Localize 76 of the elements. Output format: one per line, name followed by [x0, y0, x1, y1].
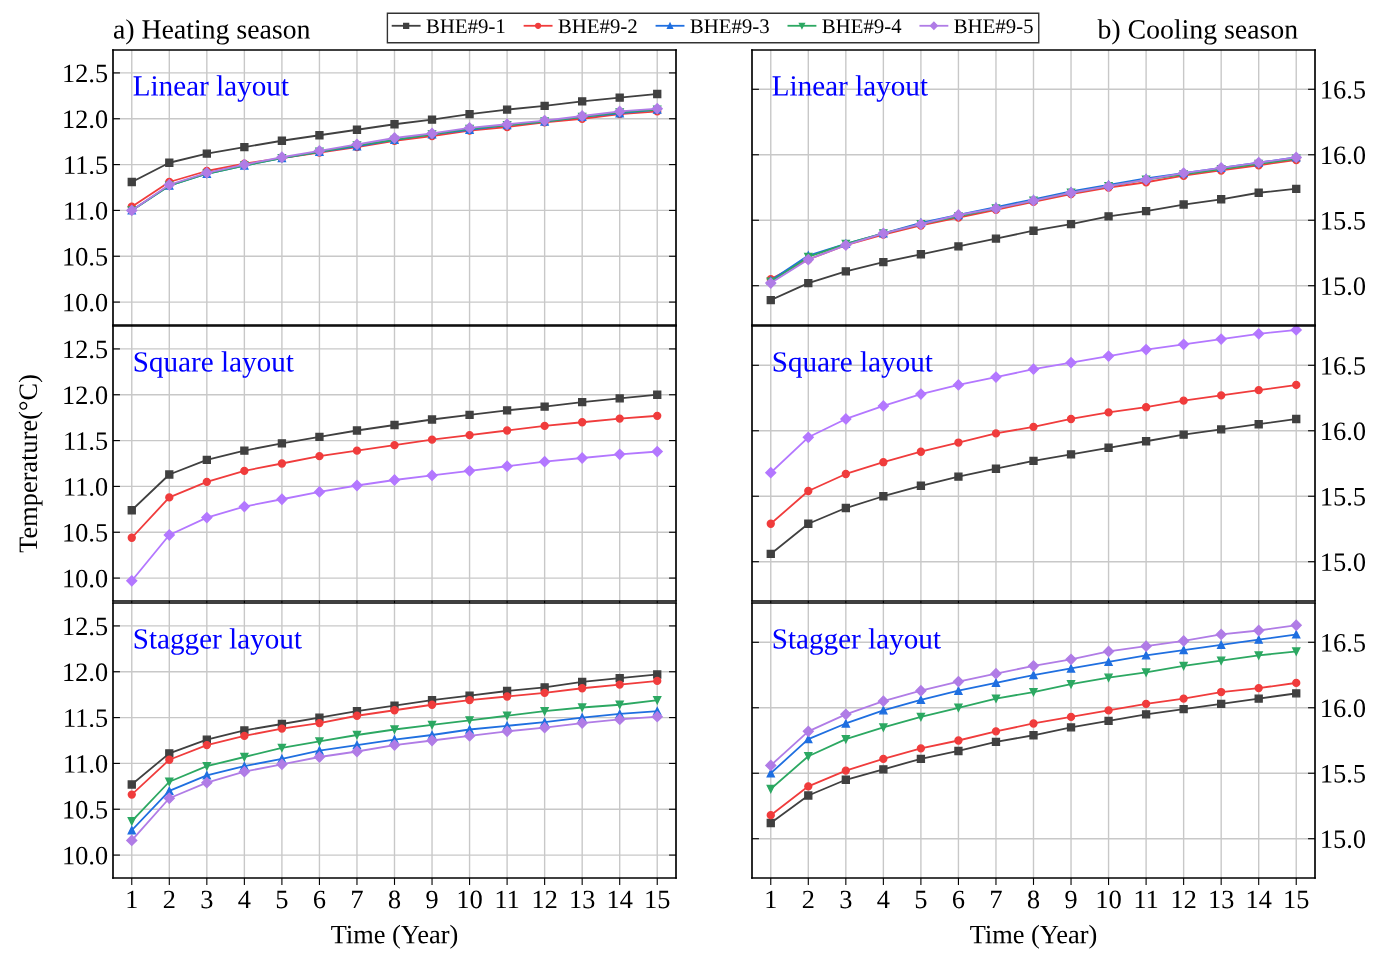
annotation: Square layout [134, 351, 294, 378]
x-tick-label: 9 [1065, 890, 1077, 909]
x-tick-label: 5 [276, 890, 288, 909]
x-tick-label: 1 [766, 890, 776, 909]
y-tick-label: 12.0 [64, 663, 108, 682]
y-tick-label: 12.0 [64, 386, 108, 405]
chart-title: b) Cooling season [1097, 19, 1298, 45]
y-tick-label: 15.5 [1322, 487, 1366, 506]
annotation: Linear layout [133, 75, 289, 102]
x-tick-label: 3 [840, 890, 852, 909]
y-tick-label: 10.0 [64, 569, 108, 588]
y-tick-label: 11.0 [65, 755, 108, 773]
y-tick-label: 10.5 [64, 800, 108, 819]
y-tick-label: 15.5 [1322, 211, 1366, 230]
x-tick-label: 15 [646, 890, 670, 909]
y-tick-label: 12.5 [64, 64, 108, 83]
x-tick-label: 2 [802, 890, 814, 909]
y-axis-title: Temperature(°C) [18, 375, 43, 553]
chart-title: a) Heating season [113, 19, 311, 45]
y-tick-label: 15.0 [1322, 553, 1366, 572]
x-tick-label: 5 [915, 890, 927, 909]
x-axis-title: Time (Year) [970, 924, 1097, 949]
y-tick-label: 12.0 [64, 110, 108, 129]
y-tick-label: 11.5 [65, 156, 108, 175]
legend-label: BHE#9-2 [558, 19, 637, 34]
y-tick-label: 10.0 [64, 846, 108, 865]
x-tick-label: 10 [458, 890, 482, 909]
y-tick-label: 11.5 [65, 709, 108, 728]
y-tick-label: 15.0 [1322, 277, 1366, 296]
y-tick-label: 12.5 [64, 340, 108, 359]
y-tick-label: 10.0 [64, 293, 108, 312]
y-tick-label: 11.0 [65, 202, 108, 220]
x-tick-label: 12 [1172, 890, 1196, 909]
y-tick-label: 10.5 [64, 247, 108, 266]
x-tick-label: 4 [238, 890, 251, 909]
x-tick-label: 2 [163, 890, 175, 909]
x-tick-label: 14 [608, 890, 633, 909]
legend-label: BHE#9-4 [822, 19, 902, 34]
x-tick-label: 8 [388, 890, 401, 909]
x-axis-title: Time (Year) [331, 924, 458, 949]
x-tick-label: 6 [313, 890, 326, 909]
x-tick-label: 1 [127, 890, 137, 909]
annotation: Linear layout [772, 75, 928, 102]
legend-label: BHE#9-5 [954, 19, 1033, 34]
y-tick-label: 16.5 [1322, 356, 1366, 375]
x-tick-label: 4 [877, 890, 890, 909]
x-tick-label: 3 [201, 890, 213, 909]
x-tick-label: 6 [952, 890, 965, 909]
y-tick-label: 15.5 [1322, 764, 1366, 783]
y-tick-label: 16.5 [1322, 80, 1366, 99]
legend-label: BHE#9-1 [426, 19, 505, 34]
y-tick-label: 11.5 [65, 432, 108, 451]
y-tick-label: 16.5 [1322, 633, 1366, 652]
annotation: Square layout [773, 351, 933, 378]
y-tick-label: 16.0 [1322, 146, 1366, 165]
y-tick-label: 11.0 [65, 478, 108, 496]
y-tick-label: 16.0 [1322, 699, 1366, 718]
x-tick-label: 7 [991, 890, 1002, 909]
x-tick-label: 10 [1097, 890, 1121, 909]
x-tick-label: 9 [426, 890, 438, 909]
x-tick-label: 11 [496, 890, 519, 909]
y-tick-label: 10.5 [64, 523, 108, 542]
x-tick-label: 12 [533, 890, 557, 909]
x-tick-label: 8 [1027, 890, 1040, 909]
legend-label: BHE#9-3 [690, 19, 769, 34]
x-tick-label: 7 [352, 890, 363, 909]
x-tick-label: 13 [571, 890, 595, 909]
y-tick-label: 16.0 [1322, 422, 1366, 441]
y-tick-label: 12.5 [64, 617, 108, 636]
x-tick-label: 13 [1210, 890, 1234, 909]
x-tick-label: 14 [1247, 890, 1272, 909]
x-tick-label: 11 [1135, 890, 1158, 909]
y-tick-label: 15.0 [1322, 830, 1366, 849]
x-tick-label: 15 [1285, 890, 1309, 909]
annotation: Stagger layout [773, 628, 941, 655]
annotation: Stagger layout [134, 628, 302, 655]
